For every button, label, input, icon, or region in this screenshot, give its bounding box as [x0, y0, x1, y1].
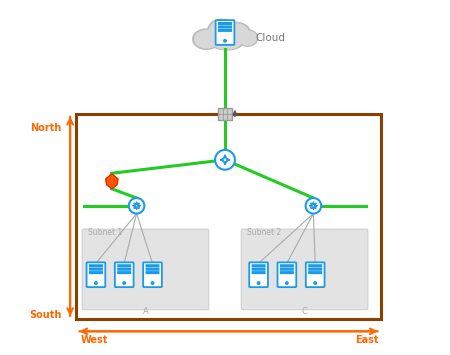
Ellipse shape — [238, 30, 258, 46]
Polygon shape — [106, 174, 118, 189]
Text: East: East — [355, 335, 378, 345]
FancyBboxPatch shape — [82, 229, 209, 310]
FancyBboxPatch shape — [145, 264, 159, 267]
Ellipse shape — [212, 36, 243, 50]
FancyBboxPatch shape — [117, 268, 131, 271]
Text: West: West — [81, 335, 108, 345]
FancyBboxPatch shape — [89, 264, 103, 267]
Ellipse shape — [193, 29, 220, 49]
FancyBboxPatch shape — [143, 262, 162, 287]
FancyBboxPatch shape — [308, 271, 322, 274]
FancyBboxPatch shape — [241, 229, 368, 310]
FancyBboxPatch shape — [89, 268, 103, 271]
Text: Subnet 1: Subnet 1 — [88, 228, 122, 237]
FancyBboxPatch shape — [117, 271, 131, 274]
Ellipse shape — [224, 24, 248, 40]
FancyBboxPatch shape — [280, 264, 294, 267]
Ellipse shape — [205, 27, 226, 44]
FancyBboxPatch shape — [218, 29, 232, 32]
FancyBboxPatch shape — [145, 268, 159, 271]
FancyBboxPatch shape — [89, 271, 103, 274]
FancyBboxPatch shape — [249, 262, 268, 287]
Text: South: South — [29, 310, 62, 321]
Circle shape — [123, 282, 126, 284]
Ellipse shape — [194, 31, 218, 48]
Circle shape — [94, 282, 97, 284]
FancyBboxPatch shape — [216, 20, 234, 45]
Polygon shape — [233, 110, 238, 118]
FancyBboxPatch shape — [218, 26, 232, 28]
FancyBboxPatch shape — [145, 271, 159, 274]
Circle shape — [224, 40, 226, 42]
Ellipse shape — [208, 19, 234, 41]
Ellipse shape — [206, 28, 225, 43]
FancyBboxPatch shape — [308, 268, 322, 271]
Circle shape — [129, 198, 144, 214]
FancyBboxPatch shape — [115, 262, 134, 287]
Ellipse shape — [214, 37, 240, 49]
Circle shape — [151, 282, 154, 284]
FancyBboxPatch shape — [217, 108, 233, 120]
FancyBboxPatch shape — [280, 268, 294, 271]
Ellipse shape — [239, 31, 256, 45]
Text: North: North — [31, 123, 62, 133]
Circle shape — [215, 150, 235, 170]
FancyBboxPatch shape — [252, 268, 266, 271]
FancyBboxPatch shape — [306, 262, 324, 287]
FancyBboxPatch shape — [117, 264, 131, 267]
Ellipse shape — [222, 22, 250, 42]
FancyBboxPatch shape — [308, 264, 322, 267]
Text: Subnet 2: Subnet 2 — [247, 228, 281, 237]
FancyBboxPatch shape — [280, 271, 294, 274]
Circle shape — [306, 198, 321, 214]
Circle shape — [286, 282, 288, 284]
FancyBboxPatch shape — [86, 262, 105, 287]
Text: Cloud: Cloud — [255, 33, 285, 43]
FancyBboxPatch shape — [252, 271, 266, 274]
Circle shape — [314, 282, 316, 284]
FancyBboxPatch shape — [252, 264, 266, 267]
Circle shape — [257, 282, 260, 284]
Text: C: C — [302, 307, 307, 316]
FancyBboxPatch shape — [218, 22, 232, 25]
FancyBboxPatch shape — [278, 262, 296, 287]
Text: A: A — [143, 307, 148, 316]
Ellipse shape — [210, 21, 233, 40]
